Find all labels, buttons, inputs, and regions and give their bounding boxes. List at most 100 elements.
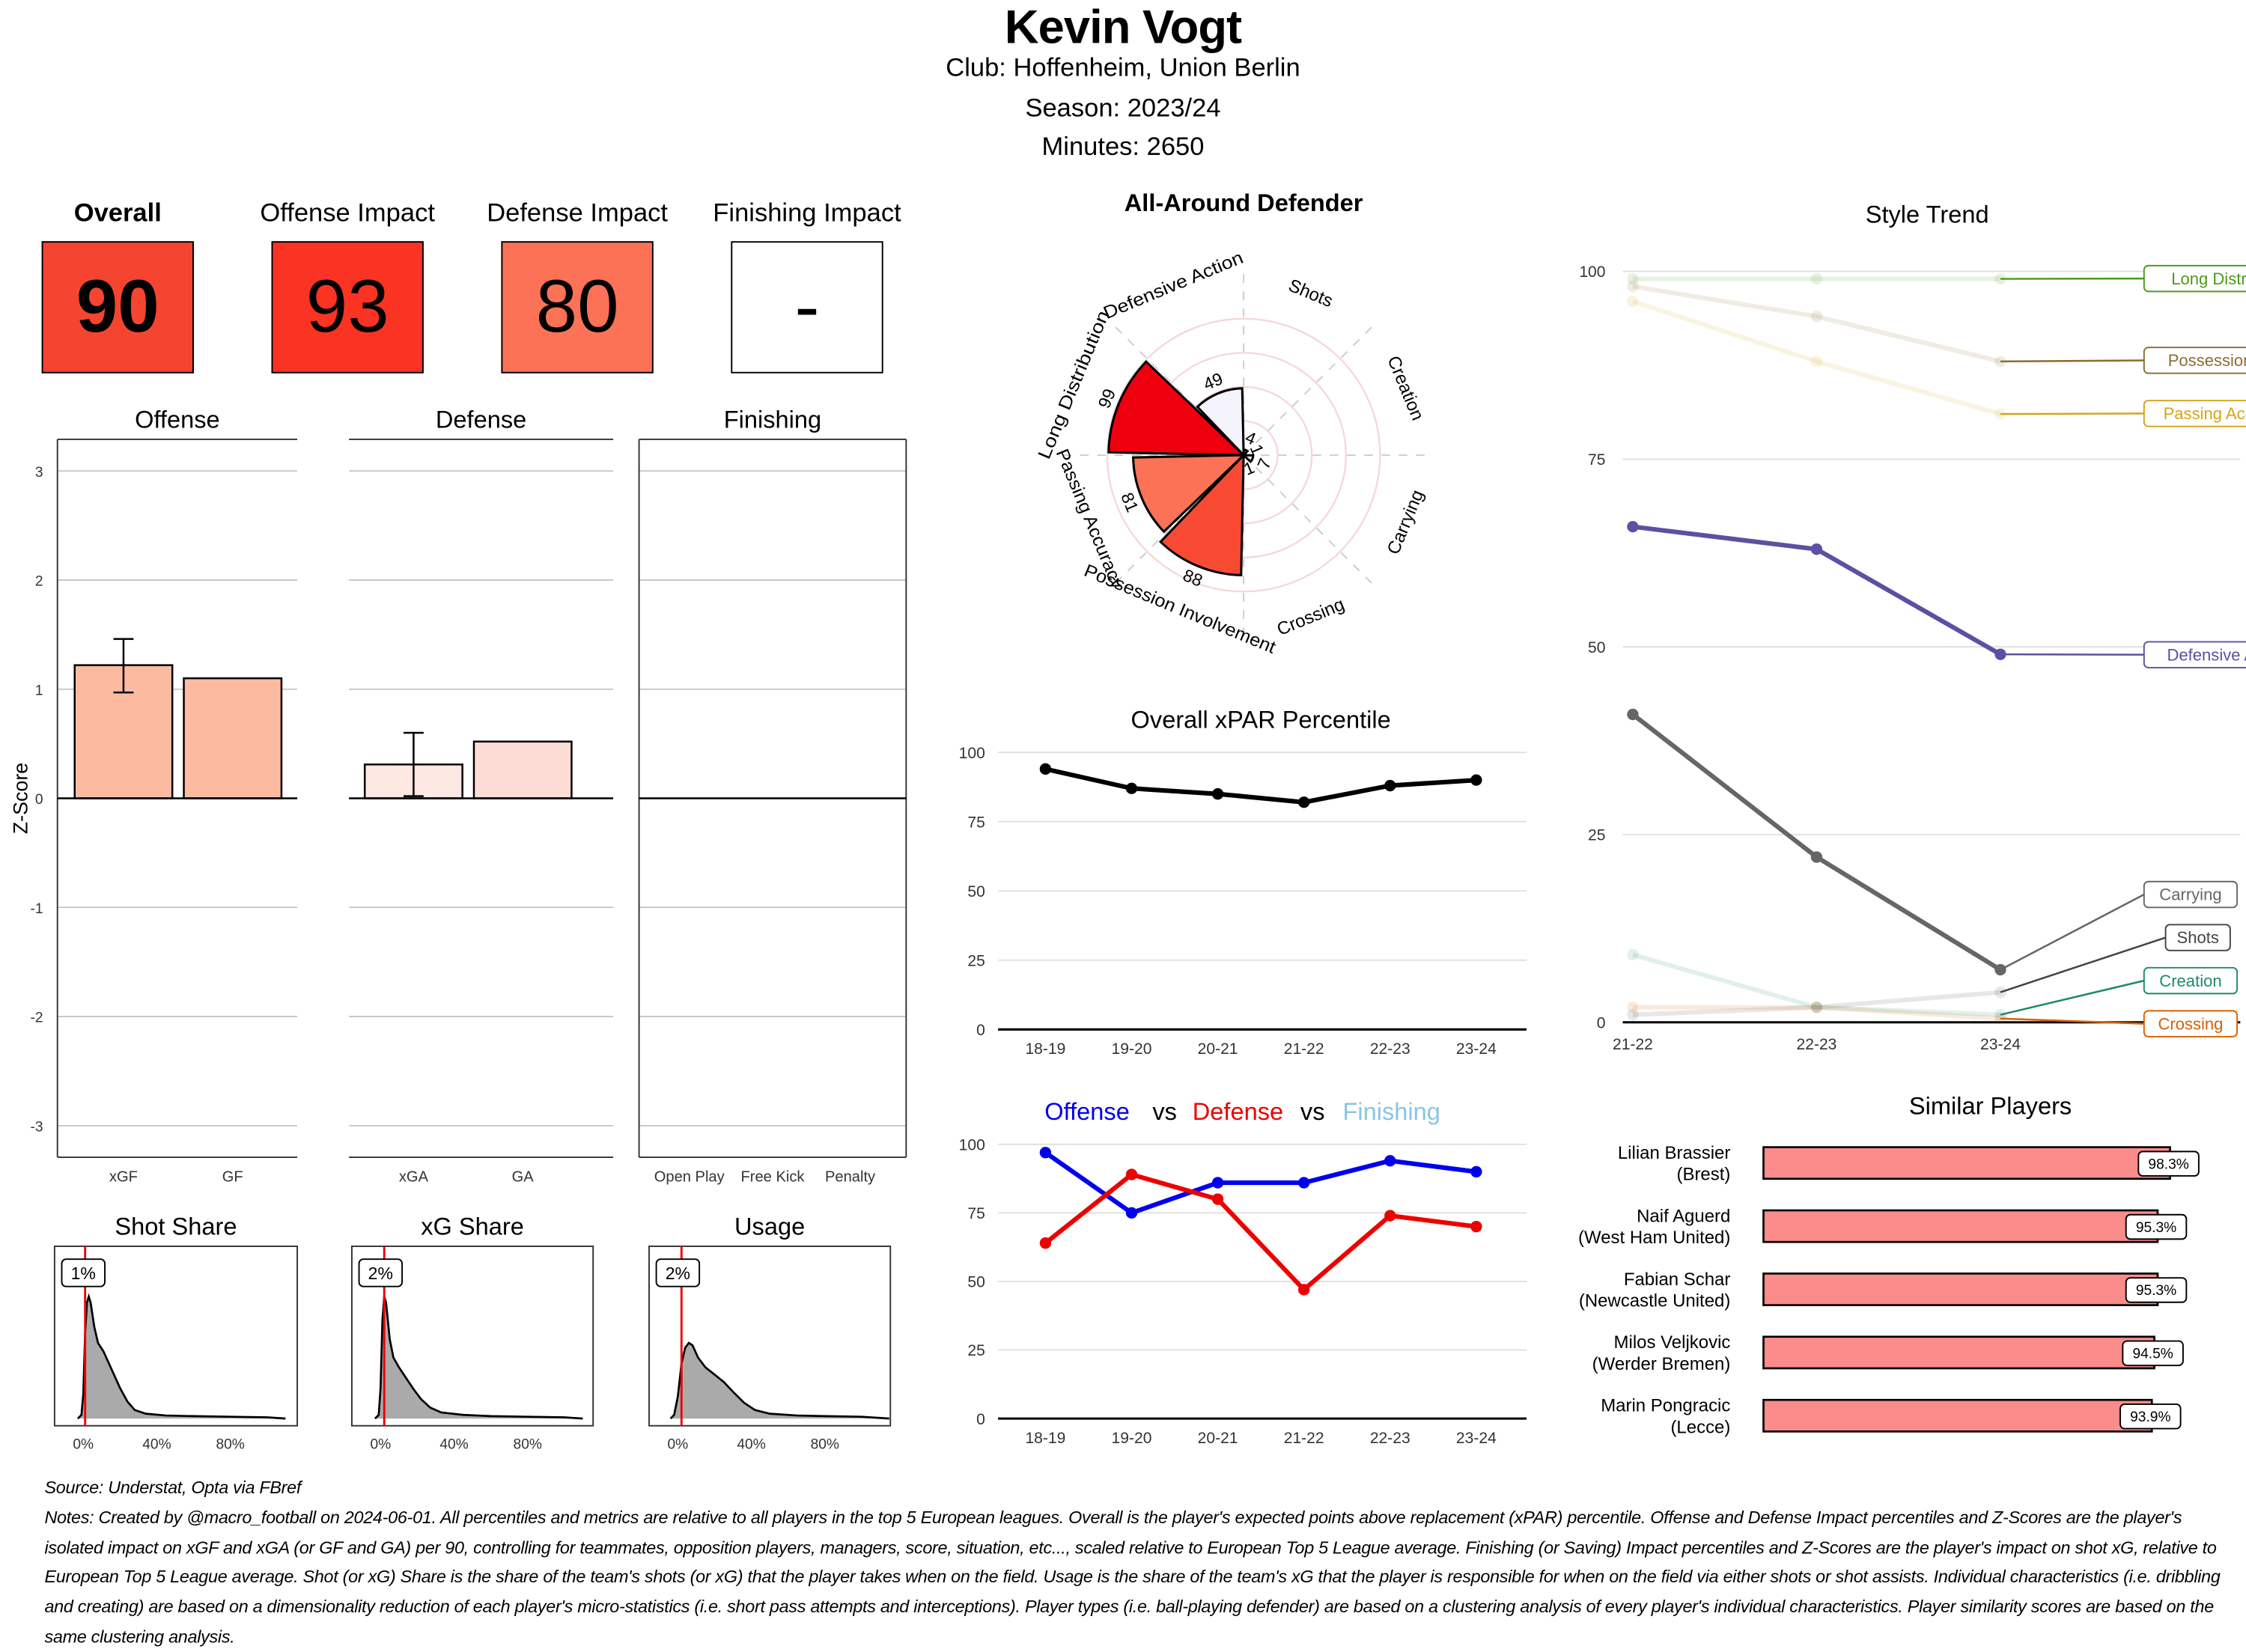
panel-title: xG Share — [421, 1213, 524, 1240]
chart-title-part: vs — [1152, 1097, 1177, 1125]
marker-label: 2% — [666, 1264, 690, 1283]
panel-title: Usage — [734, 1213, 805, 1240]
trend-line-carrying — [1633, 714, 2000, 969]
x-tick-label: 80% — [811, 1436, 839, 1452]
chart-title-part: vs — [1300, 1097, 1325, 1125]
similarity-bar — [1764, 1147, 2170, 1179]
player-name: Marin Pongracic — [1601, 1396, 1730, 1416]
player-club: (Lecce) — [1670, 1417, 1730, 1437]
x-tick-label: 40% — [142, 1436, 171, 1452]
data-point — [1384, 780, 1396, 791]
y-tick-label: 0 — [976, 1411, 985, 1428]
data-point — [1212, 1177, 1223, 1188]
trend-point — [1627, 296, 1638, 307]
series-line-defense — [1045, 1174, 1476, 1290]
data-point — [1040, 1147, 1051, 1158]
x-tick-label: 23-24 — [1456, 1430, 1497, 1447]
x-tick-label: 22-23 — [1797, 1036, 1837, 1053]
similarity-bar — [1764, 1400, 2152, 1431]
chart-title-part: Finishing — [1342, 1097, 1440, 1125]
trend-label: Crossing — [2158, 1014, 2223, 1033]
y-tick-label: 1 — [35, 683, 43, 698]
x-tick-label: 40% — [439, 1436, 468, 1452]
x-tick-label: 0% — [668, 1436, 689, 1452]
panel-title: Finishing — [724, 406, 821, 433]
similarity-bar — [1764, 1210, 2158, 1242]
data-point — [1470, 1166, 1482, 1177]
y-tick-label: -1 — [30, 901, 43, 917]
x-tick-label: 18-19 — [1025, 1430, 1065, 1447]
chart-title: Similar Players — [1909, 1091, 2072, 1119]
data-point — [1384, 1210, 1396, 1221]
label-leader — [2000, 654, 2144, 655]
y-tick-label: 3 — [35, 465, 43, 481]
notes-text: Notes: Created by @macro_football on 202… — [44, 1503, 2242, 1652]
x-tick-label: Free Kick — [740, 1169, 805, 1186]
similarity-value: 95.3% — [2136, 1220, 2176, 1236]
data-point — [1470, 1221, 1482, 1232]
x-tick-label: 22-23 — [1370, 1430, 1410, 1447]
trend-point — [1627, 281, 1638, 292]
x-tick-label: 21-22 — [1284, 1430, 1324, 1447]
player-name: Milos Veljkovic — [1614, 1332, 1731, 1353]
radar-spoke — [1244, 455, 1378, 589]
x-tick-label: 80% — [216, 1436, 244, 1452]
trend-point — [1627, 521, 1638, 532]
panel-title: Shot Share — [115, 1213, 237, 1240]
similarity-value: 98.3% — [2148, 1156, 2188, 1172]
x-tick-label: 23-24 — [1456, 1040, 1497, 1058]
x-tick-label: 21-22 — [1284, 1040, 1324, 1058]
series-line-offense — [1045, 1153, 1476, 1213]
trend-line-possession-involvement — [1633, 287, 2000, 362]
y-tick-label: 50 — [967, 1274, 984, 1291]
chart-title: Overall xPAR Percentile — [1131, 706, 1391, 734]
radar-category-label: Crossing — [1274, 594, 1348, 640]
trend-label: Creation — [2159, 972, 2221, 990]
player-name: Fabian Schar — [1624, 1270, 1731, 1290]
y-tick-label: 75 — [967, 1205, 984, 1222]
y-tick-label: 0 — [976, 1022, 985, 1039]
series-line-overall — [1045, 769, 1476, 802]
y-tick-label: 75 — [1588, 451, 1605, 469]
trend-label: Long Distribution — [2171, 269, 2246, 288]
radar-value-label: 7 — [1253, 456, 1275, 472]
marker-label: 1% — [71, 1264, 96, 1283]
radar-category-label: Long Distribution — [1034, 308, 1113, 462]
data-point — [1470, 774, 1482, 785]
panel-title: Defense — [436, 406, 526, 433]
chart-title-part: Defense — [1193, 1097, 1283, 1125]
y-tick-label: 100 — [959, 1136, 985, 1153]
radar-category-text: Defensive Action — [1101, 248, 1247, 323]
similarity-value: 94.5% — [2132, 1347, 2173, 1362]
radar-category-label: Defensive Action — [1101, 248, 1247, 323]
trend-label: Carrying — [2159, 886, 2221, 904]
x-tick-label: 40% — [737, 1436, 765, 1452]
similarity-bar — [1764, 1337, 2155, 1368]
player-club: (Werder Bremen) — [1592, 1354, 1731, 1374]
y-axis-title: Z-Score — [9, 763, 31, 834]
player-club: (West Ham United) — [1578, 1228, 1730, 1248]
data-point — [1212, 1193, 1223, 1204]
x-tick-label: xGF — [109, 1169, 138, 1186]
marker-label: 2% — [368, 1264, 393, 1283]
x-tick-label: 22-23 — [1370, 1040, 1410, 1058]
trend-point — [1811, 273, 1822, 284]
similarity-value: 95.3% — [2136, 1283, 2176, 1299]
x-tick-label: 80% — [514, 1436, 542, 1452]
radar-title: All-Around Defender — [1124, 189, 1363, 216]
x-tick-label: 23-24 — [1980, 1036, 2021, 1053]
x-tick-label: Penalty — [825, 1169, 876, 1186]
chart-title: Style Trend — [1866, 200, 1989, 228]
y-tick-label: 0 — [35, 792, 43, 808]
x-tick-label: 21-22 — [1613, 1036, 1653, 1053]
x-tick-label: xGA — [399, 1169, 429, 1186]
player-name: Lilian Brassier — [1618, 1143, 1731, 1163]
x-tick-label: GF — [222, 1169, 243, 1186]
trend-point — [1811, 311, 1822, 322]
